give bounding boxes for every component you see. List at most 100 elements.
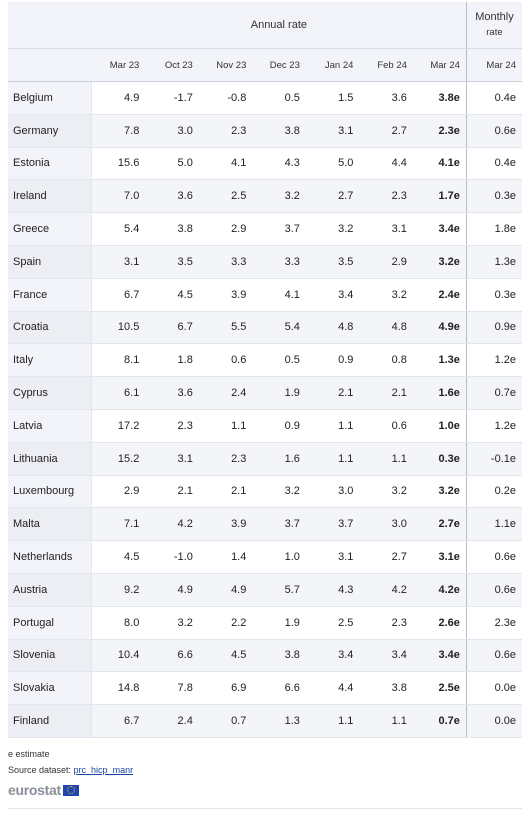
value-cell: 1.0e <box>412 409 467 443</box>
value-cell: 5.0 <box>145 147 199 181</box>
value-cell: 3.5 <box>305 245 360 279</box>
value-cell: 3.6 <box>145 179 199 214</box>
value-cell: 3.2e <box>412 475 467 509</box>
value-cell: 2.1 <box>198 475 253 509</box>
value-cell: 6.1 <box>91 376 146 410</box>
value-cell: 2.1 <box>305 376 360 410</box>
value-cell: 0.7 <box>198 704 253 738</box>
table-row: Portugal 8.0 3.2 2.2 1.9 2.5 2.3 2.6e 2.3e <box>8 606 522 640</box>
value-cell: 3.0 <box>145 114 199 148</box>
value-cell: 4.9 <box>145 573 199 607</box>
table-row: Ireland 7.0 3.6 2.5 3.2 2.7 2.3 1.7e 0.3e <box>8 179 522 214</box>
value-cell: 3.4 <box>305 278 360 312</box>
country-cell: Croatia <box>8 311 93 345</box>
value-cell: 6.6 <box>145 639 199 673</box>
value-cell: 15.2 <box>91 442 146 476</box>
country-cell: Ireland <box>8 179 93 214</box>
value-cell: 1.3e <box>412 343 467 378</box>
value-cell: 2.3 <box>359 179 413 214</box>
country-cell: Lithuania <box>8 442 93 476</box>
table-row: Croatia 10.5 6.7 5.5 5.4 4.8 4.8 4.9e 0.9e <box>8 311 522 345</box>
value-cell: 15.6 <box>91 147 146 181</box>
value-cell: 4.1e <box>412 147 467 181</box>
value-cell: 3.2 <box>252 179 306 214</box>
value-cell: 3.8 <box>359 671 413 706</box>
value-cell: 0.4e <box>466 81 522 115</box>
table-body: Belgium 4.9 -1.7 -0.8 0.5 1.5 3.6 3.8e 0.4e Germa… <box>8 81 522 738</box>
value-cell: 2.3 <box>359 606 413 640</box>
value-cell: 4.1 <box>252 278 306 312</box>
value-cell: 4.4 <box>359 147 413 181</box>
logo-text: eurostat <box>8 782 61 798</box>
value-cell: 0.8 <box>359 343 413 378</box>
table-row: Lithuania 15.2 3.1 2.3 1.6 1.1 1.1 0.3e -0.1e <box>8 442 522 476</box>
value-cell: 1.1 <box>305 442 360 476</box>
value-cell: 2.3 <box>198 442 253 476</box>
value-cell: 2.5e <box>412 671 467 706</box>
value-cell: 1.2e <box>466 409 522 443</box>
source-prefix: Source dataset: <box>8 765 74 775</box>
value-cell: 3.0 <box>305 475 360 509</box>
value-cell: 1.9 <box>252 606 306 640</box>
value-cell: 2.3 <box>198 114 253 148</box>
value-cell: 3.7 <box>252 212 306 246</box>
value-cell: 3.4 <box>305 639 360 673</box>
source-dataset-link[interactable]: prc_hicp_manr <box>73 765 134 775</box>
value-cell: 7.1 <box>91 507 146 542</box>
value-cell: 1.1e <box>466 507 522 542</box>
value-cell: 2.9 <box>359 245 413 279</box>
value-cell: 4.1 <box>198 147 253 181</box>
table-row: Greece 5.4 3.8 2.9 3.7 3.2 3.1 3.4e 1.8e <box>8 212 522 246</box>
header-corner <box>8 2 92 49</box>
value-cell: 2.9 <box>91 475 146 509</box>
value-cell: 3.6 <box>359 81 413 115</box>
table-row: Belgium 4.9 -1.7 -0.8 0.5 1.5 3.6 3.8e 0.4e <box>8 81 522 115</box>
value-cell: 0.7e <box>412 704 467 738</box>
country-cell: France <box>8 278 93 312</box>
value-cell: 6.7 <box>145 311 199 345</box>
value-cell: 4.3 <box>252 147 306 181</box>
value-cell: 1.7e <box>412 179 467 214</box>
value-cell: 5.0 <box>305 147 360 181</box>
value-cell: 2.1 <box>145 475 199 509</box>
value-cell: 4.9 <box>91 81 146 115</box>
annual-rate-header: Annual rate <box>91 2 467 49</box>
table-row: Slovenia 10.4 6.6 4.5 3.8 3.4 3.4 3.4e 0.6e <box>8 639 522 673</box>
value-cell: 0.6 <box>359 409 413 443</box>
value-cell: 3.1 <box>305 114 360 148</box>
monthly-rate-header: Monthly rate <box>465 2 522 49</box>
value-cell: 5.7 <box>252 573 306 607</box>
value-cell: 6.9 <box>198 671 253 706</box>
column-header: Dec 23 <box>252 48 306 82</box>
table-row: Spain 3.1 3.5 3.3 3.3 3.5 2.9 3.2e 1.3e <box>8 245 522 279</box>
table-row: Germany 7.8 3.0 2.3 3.8 3.1 2.7 2.3e 0.6e <box>8 114 522 148</box>
value-cell: 4.2e <box>412 573 467 607</box>
value-cell: 4.5 <box>198 639 253 673</box>
value-cell: 1.6 <box>252 442 306 476</box>
value-cell: 3.1 <box>305 540 360 574</box>
value-cell: 2.7e <box>412 507 467 542</box>
value-cell: 2.6e <box>412 606 467 640</box>
value-cell: 6.6 <box>252 671 306 706</box>
country-cell: Belgium <box>8 81 93 115</box>
value-cell: 2.3e <box>466 606 522 640</box>
value-cell: 4.9 <box>198 573 253 607</box>
value-cell: 1.3 <box>252 704 306 738</box>
value-cell: 3.7 <box>252 507 306 542</box>
value-cell: 2.7 <box>305 179 360 214</box>
country-cell: Finland <box>8 704 93 738</box>
value-cell: 3.2 <box>305 212 360 246</box>
country-cell: Malta <box>8 507 93 542</box>
value-cell: 3.9 <box>198 507 253 542</box>
value-cell: -0.1e <box>466 442 522 476</box>
value-cell: 3.4 <box>359 639 413 673</box>
table-row: Latvia 17.2 2.3 1.1 0.9 1.1 0.6 1.0e 1.2e <box>8 409 522 443</box>
value-cell: 3.1e <box>412 540 467 574</box>
value-cell: 2.9 <box>198 212 253 246</box>
value-cell: 0.6e <box>466 639 522 673</box>
value-cell: 2.2 <box>198 606 253 640</box>
estimate-note: e estimate <box>8 749 50 759</box>
value-cell: 7.0 <box>91 179 146 214</box>
value-cell: 17.2 <box>91 409 146 443</box>
value-cell: 0.3e <box>466 179 522 214</box>
